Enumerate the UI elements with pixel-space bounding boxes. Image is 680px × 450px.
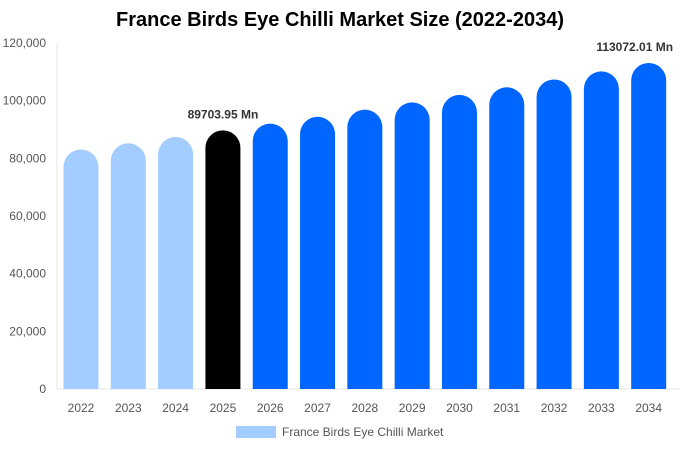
bar-2032: [536, 79, 572, 390]
bar-2029: [394, 102, 430, 389]
x-tick-label: 2023: [115, 401, 142, 415]
y-tick-label: 100,000: [3, 94, 47, 108]
x-tick-label: 2031: [493, 401, 520, 415]
y-tick-label: 0: [39, 382, 46, 396]
x-tick-label: 2026: [257, 401, 284, 415]
bar-2034: [631, 62, 667, 389]
x-tick-label: 2027: [304, 401, 331, 415]
bar-2026: [252, 123, 288, 390]
legend-swatch: [236, 426, 276, 438]
chart-title: France Birds Eye Chilli Market Size (202…: [116, 9, 564, 31]
x-tick-label: 2024: [162, 401, 189, 415]
y-tick-label: 120,000: [3, 36, 47, 50]
bar-2031: [489, 87, 525, 390]
y-tick-label: 60,000: [9, 209, 46, 223]
bar-2022: [63, 149, 99, 389]
bar-2028: [347, 109, 383, 389]
bar-2023: [110, 143, 146, 389]
bar-2025: [205, 130, 241, 389]
legend[interactable]: France Birds Eye Chilli Market: [236, 425, 443, 439]
x-tick-label: 2033: [588, 401, 615, 415]
x-tick-label: 2025: [210, 401, 237, 415]
x-tick-label: 2034: [635, 401, 662, 415]
x-tick-label: 2028: [351, 401, 378, 415]
y-tick-label: 40,000: [9, 267, 46, 281]
data-label-2034: 113072.01 Mn: [596, 40, 673, 54]
bar-2033: [583, 71, 619, 390]
bar-2027: [300, 116, 336, 389]
bar-2030: [441, 94, 477, 389]
x-tick-label: 2022: [68, 401, 95, 415]
bar-2024: [158, 136, 194, 389]
x-tick-label: 2029: [399, 401, 426, 415]
y-tick-label: 80,000: [9, 151, 46, 165]
x-tick-label: 2030: [446, 401, 473, 415]
y-tick-label: 20,000: [9, 324, 46, 338]
x-tick-label: 2032: [541, 401, 568, 415]
data-label-2025: 89703.95 Mn: [188, 107, 259, 121]
legend-label: France Birds Eye Chilli Market: [282, 425, 444, 439]
